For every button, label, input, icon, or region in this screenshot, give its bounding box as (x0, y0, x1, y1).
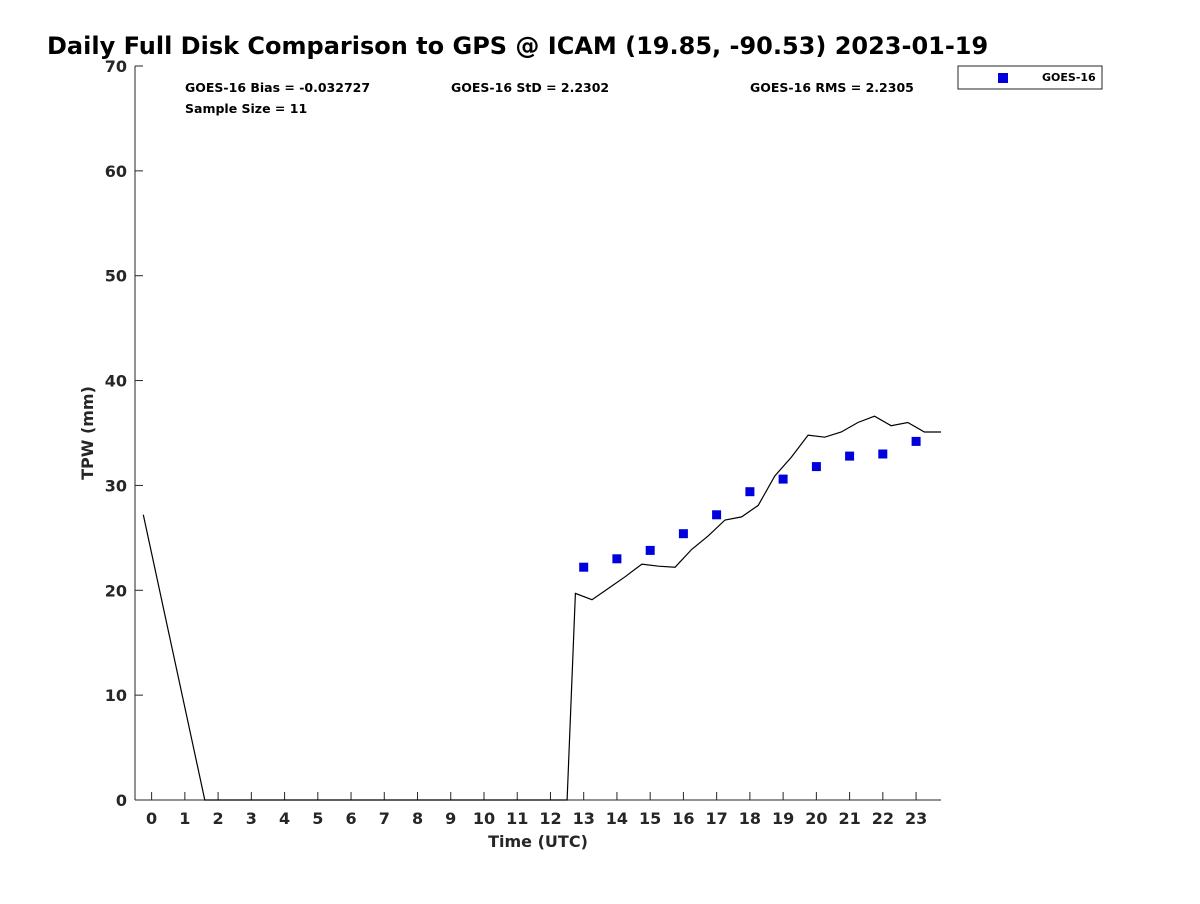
goes16-point (712, 510, 722, 520)
axes (134, 66, 941, 801)
chart-title: Daily Full Disk Comparison to GPS @ ICAM… (47, 32, 988, 60)
x-tick-label: 17 (706, 809, 728, 828)
x-tick-label: 3 (246, 809, 257, 828)
x-tick-label: 15 (639, 809, 661, 828)
legend-marker (998, 73, 1008, 83)
legend: GOES-16 (957, 65, 1103, 90)
x-axis-label: Time (UTC) (488, 832, 588, 851)
goes16-point (579, 562, 589, 572)
y-tick-label: 70 (105, 57, 127, 76)
data-layer (142, 415, 941, 801)
legend-label: GOES-16 (1042, 71, 1096, 84)
x-tick-label: 11 (506, 809, 528, 828)
x-tick-label: 10 (473, 809, 495, 828)
goes16-point (845, 451, 855, 461)
x-tick-label: 19 (772, 809, 794, 828)
x-tick-label: 22 (872, 809, 894, 828)
x-tick-label: 4 (279, 809, 290, 828)
goes16-point (645, 545, 655, 555)
y-tick-label: 60 (105, 162, 127, 181)
x-tick-label: 8 (412, 809, 423, 828)
x-tick-label: 2 (213, 809, 224, 828)
std-stat: GOES-16 StD = 2.2302 (451, 80, 609, 95)
reference-line (142, 415, 941, 801)
x-tick-label: 18 (739, 809, 761, 828)
goes16-point (778, 474, 788, 484)
x-tick-label: 12 (539, 809, 561, 828)
y-tick-label: 30 (105, 476, 127, 495)
x-tick-label: 1 (179, 809, 190, 828)
legend-box (957, 65, 1103, 90)
goes16-point (745, 487, 755, 497)
x-tick-label: 20 (805, 809, 827, 828)
y-tick-label: 10 (105, 686, 127, 705)
y-ticks: 0 10 20 30 40 50 60 70 (105, 57, 143, 810)
goes16-point (612, 554, 622, 564)
goes16-point (811, 462, 821, 472)
x-tick-label: 5 (312, 809, 323, 828)
sample-size-stat: Sample Size = 11 (185, 101, 307, 116)
rms-stat: GOES-16 RMS = 2.2305 (750, 80, 914, 95)
bias-stat: GOES-16 Bias = -0.032727 (185, 80, 370, 95)
goes16-point (678, 529, 688, 539)
y-tick-label: 50 (105, 267, 127, 286)
y-tick-label: 20 (105, 581, 127, 600)
x-tick-label: 0 (146, 809, 157, 828)
goes16-point (911, 436, 921, 446)
x-tick-label: 14 (606, 809, 628, 828)
x-tick-label: 16 (672, 809, 694, 828)
x-tick-label: 21 (838, 809, 860, 828)
y-tick-label: 0 (116, 791, 127, 810)
y-tick-label: 40 (105, 372, 127, 391)
y-axis-label: TPW (mm) (78, 386, 97, 480)
x-tick-label: 9 (445, 809, 456, 828)
x-ticks: 0 1 2 3 4 5 6 7 8 9 10 11 12 13 14 15 16 17 18 19 20 21 22 23 (146, 792, 927, 828)
x-tick-label: 6 (345, 809, 356, 828)
goes16-point (878, 449, 888, 459)
x-tick-label: 7 (379, 809, 390, 828)
x-tick-label: 13 (573, 809, 595, 828)
x-tick-label: 23 (905, 809, 927, 828)
